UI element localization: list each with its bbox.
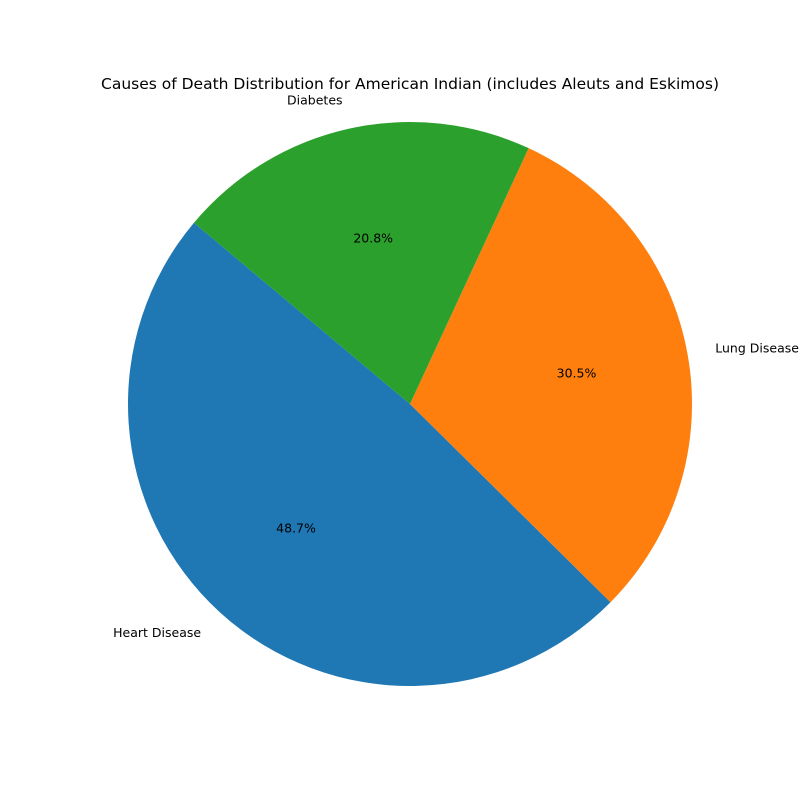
- pie-slice-heart-disease: [127, 222, 611, 687]
- percent-label-lung-disease: 30.5%: [557, 365, 597, 380]
- pie-slice-lung-disease: [410, 148, 693, 603]
- pie-slices: [127, 122, 693, 687]
- chart-title: Causes of Death Distribution for America…: [101, 75, 719, 93]
- pie-slice-diabetes: [193, 122, 529, 404]
- slice-label-diabetes: Diabetes: [287, 93, 343, 108]
- slice-label-heart-disease: Heart Disease: [113, 625, 201, 640]
- percent-label-diabetes: 20.8%: [353, 230, 393, 245]
- pie-labels: 48.7% Heart Disease 30.5% Lung Disease 20.8%…: [113, 93, 799, 640]
- slice-label-lung-disease: Lung Disease: [715, 340, 799, 355]
- percent-label-heart-disease: 48.7%: [276, 521, 316, 536]
